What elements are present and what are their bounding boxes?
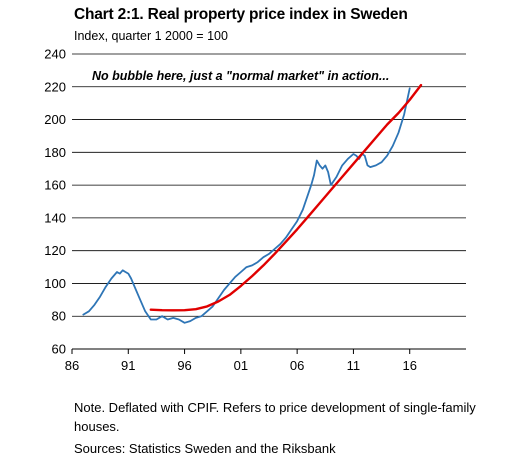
chart-subtitle: Index, quarter 1 2000 = 100: [74, 29, 228, 43]
y-tick-label: 240: [44, 47, 66, 62]
chart-title: Chart 2:1. Real property price index in …: [74, 6, 408, 23]
y-tick-label: 140: [44, 210, 66, 225]
gridlines: [72, 53, 466, 350]
x-tick-label: 11: [347, 358, 361, 373]
chart-annotation: No bubble here, just a "normal market" i…: [92, 69, 389, 83]
x-tick-labels: 86 91 96 01 06 11 16: [65, 349, 417, 373]
y-tick-label: 160: [44, 178, 66, 193]
y-tick-label: 200: [44, 112, 66, 127]
y-tick-label: 180: [44, 145, 66, 160]
x-tick-label: 06: [290, 358, 304, 373]
y-tick-label: 100: [44, 276, 66, 291]
trend-line: [149, 83, 423, 312]
y-tick-label: 220: [44, 79, 66, 94]
x-tick-label: 91: [121, 358, 135, 373]
y-tick-label: 120: [44, 243, 66, 258]
y-tick-label: 80: [52, 309, 66, 324]
chart-note: Note. Deflated with CPIF. Refers to pric…: [74, 400, 476, 434]
chart-sources: Sources: Statistics Sweden and the Riksb…: [74, 441, 336, 456]
price-index-chart: 60 80 100 120 140 160 180 200 220 240 86 91 96 01 06 1…: [44, 47, 466, 373]
x-tick-label: 86: [65, 358, 79, 373]
price-index-line: [82, 87, 411, 324]
x-tick-label: 96: [177, 358, 191, 373]
y-tick-label: 60: [52, 342, 66, 357]
series-lines: [82, 83, 423, 324]
x-tick-label: 01: [234, 358, 248, 373]
x-tick-label: 16: [402, 358, 416, 373]
y-tick-labels: 60 80 100 120 140 160 180 200 220 240: [44, 47, 66, 357]
